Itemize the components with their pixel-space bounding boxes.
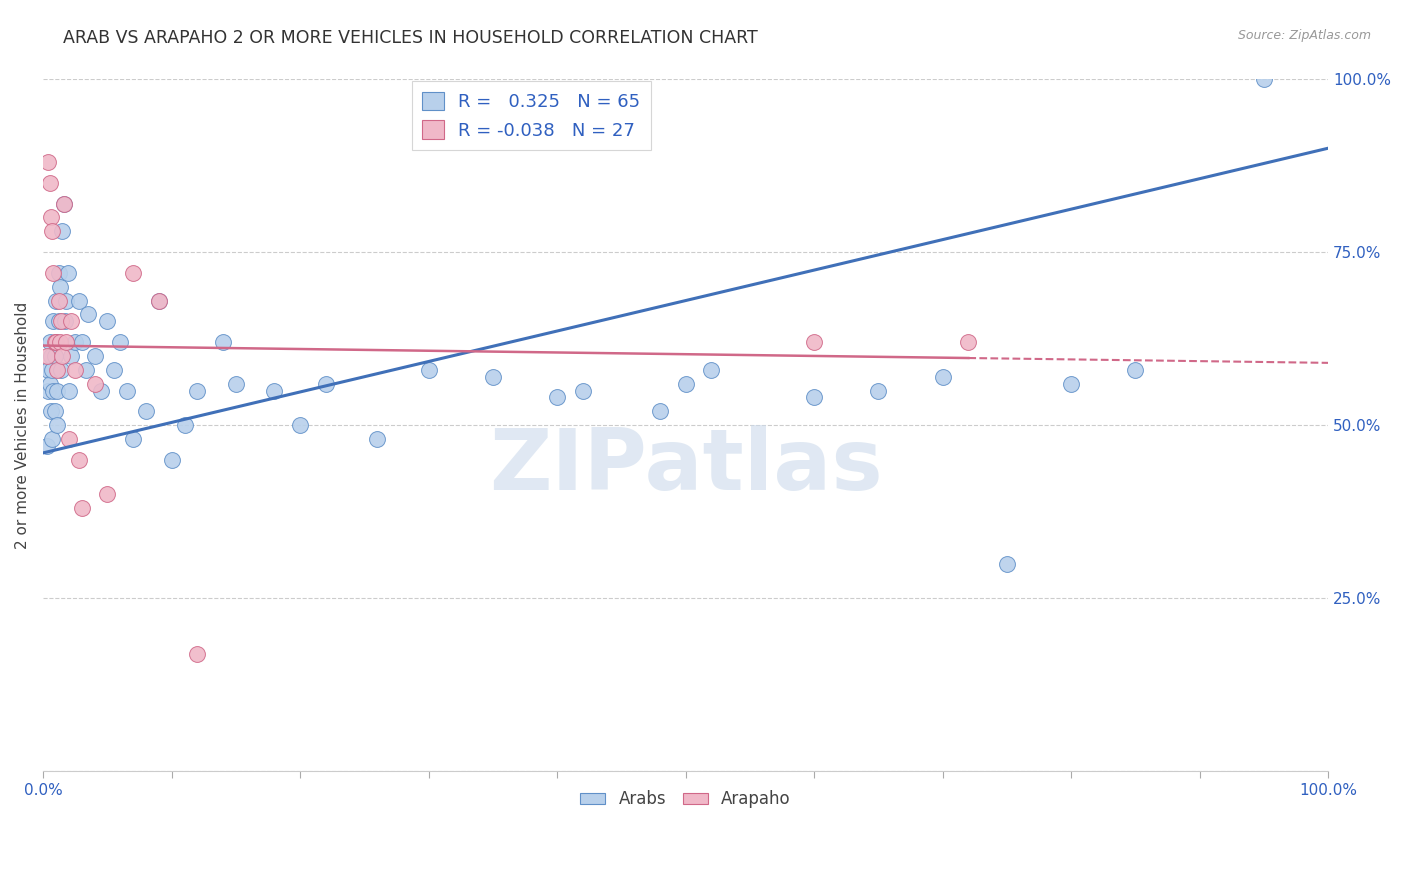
Point xyxy=(52,196,75,211)
Point xyxy=(135,404,157,418)
Point xyxy=(49,335,72,350)
Point xyxy=(41,363,63,377)
Point xyxy=(77,307,100,321)
Point xyxy=(55,293,77,308)
Point xyxy=(44,349,66,363)
Point xyxy=(90,384,112,398)
Point xyxy=(1125,363,1147,377)
Point xyxy=(38,335,60,350)
Point xyxy=(148,293,170,308)
Point xyxy=(96,314,118,328)
Point xyxy=(1060,376,1083,391)
Point xyxy=(44,335,66,350)
Text: ARAB VS ARAPAHO 2 OR MORE VEHICLES IN HOUSEHOLD CORRELATION CHART: ARAB VS ARAPAHO 2 OR MORE VEHICLES IN HO… xyxy=(63,29,758,46)
Point xyxy=(35,349,58,363)
Point xyxy=(53,314,76,328)
Point xyxy=(38,176,60,190)
Point xyxy=(957,335,980,350)
Point xyxy=(48,314,70,328)
Point xyxy=(42,384,65,398)
Text: ZIPatlas: ZIPatlas xyxy=(489,425,883,508)
Point xyxy=(42,314,65,328)
Point xyxy=(52,196,75,211)
Point xyxy=(546,391,568,405)
Point xyxy=(58,432,80,446)
Point xyxy=(648,404,671,418)
Point xyxy=(46,418,69,433)
Point xyxy=(868,384,890,398)
Point xyxy=(122,432,145,446)
Point xyxy=(46,384,69,398)
Point xyxy=(41,224,63,238)
Point xyxy=(75,363,97,377)
Point xyxy=(45,293,67,308)
Point xyxy=(212,335,235,350)
Point xyxy=(51,363,73,377)
Point xyxy=(186,647,208,661)
Point xyxy=(83,376,105,391)
Point xyxy=(37,384,59,398)
Point xyxy=(418,363,440,377)
Point xyxy=(58,384,80,398)
Point xyxy=(186,384,208,398)
Point xyxy=(482,369,505,384)
Point xyxy=(70,501,93,516)
Point xyxy=(995,557,1018,571)
Point xyxy=(115,384,138,398)
Point xyxy=(45,335,67,350)
Point xyxy=(45,335,67,350)
Point xyxy=(41,432,63,446)
Point xyxy=(49,279,72,293)
Point xyxy=(675,376,697,391)
Point xyxy=(35,439,58,453)
Point xyxy=(51,224,73,238)
Legend: Arabs, Arapaho: Arabs, Arapaho xyxy=(574,784,797,815)
Point xyxy=(39,349,62,363)
Point xyxy=(46,363,69,377)
Point xyxy=(42,266,65,280)
Point xyxy=(96,487,118,501)
Point xyxy=(103,363,125,377)
Point xyxy=(38,376,60,391)
Point xyxy=(56,266,79,280)
Point xyxy=(315,376,337,391)
Point xyxy=(263,384,285,398)
Point xyxy=(65,363,87,377)
Point xyxy=(803,335,825,350)
Point xyxy=(44,404,66,418)
Point xyxy=(37,363,59,377)
Point xyxy=(48,266,70,280)
Point xyxy=(1253,72,1275,87)
Point xyxy=(51,349,73,363)
Point xyxy=(65,335,87,350)
Point xyxy=(148,293,170,308)
Point xyxy=(572,384,595,398)
Point xyxy=(700,363,723,377)
Point xyxy=(225,376,247,391)
Point xyxy=(931,369,953,384)
Point xyxy=(67,452,90,467)
Point xyxy=(67,293,90,308)
Point xyxy=(48,293,70,308)
Point xyxy=(122,266,145,280)
Point xyxy=(173,418,195,433)
Point xyxy=(51,314,73,328)
Point xyxy=(39,404,62,418)
Y-axis label: 2 or more Vehicles in Household: 2 or more Vehicles in Household xyxy=(15,301,30,549)
Point xyxy=(366,432,388,446)
Point xyxy=(803,391,825,405)
Point xyxy=(37,155,59,169)
Point xyxy=(55,335,77,350)
Point xyxy=(290,418,312,433)
Point xyxy=(60,314,83,328)
Point xyxy=(83,349,105,363)
Text: Source: ZipAtlas.com: Source: ZipAtlas.com xyxy=(1237,29,1371,42)
Point xyxy=(160,452,183,467)
Point xyxy=(70,335,93,350)
Point xyxy=(60,349,83,363)
Point xyxy=(110,335,132,350)
Point xyxy=(39,211,62,225)
